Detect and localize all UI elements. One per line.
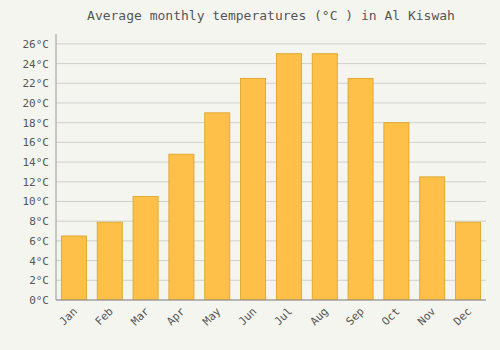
y-tick-label: 10°C	[23, 195, 50, 208]
x-axis-line	[56, 300, 486, 301]
y-tick-label: 12°C	[23, 176, 50, 189]
bar	[384, 123, 409, 300]
bar	[312, 54, 337, 300]
y-tick-label: 8°C	[29, 215, 49, 228]
bar	[61, 236, 86, 300]
grid-line	[56, 102, 486, 103]
bar	[348, 78, 373, 300]
grid-line	[56, 162, 486, 163]
x-tick-label: Dec	[451, 305, 474, 328]
y-tick-label: 26°C	[23, 38, 50, 51]
grid-line	[56, 142, 486, 143]
bar	[276, 54, 301, 300]
y-tick-label: 16°C	[23, 136, 50, 149]
y-tick-label: 22°C	[23, 77, 50, 90]
grid-line	[56, 63, 486, 64]
background	[0, 0, 500, 350]
y-tick-label: 4°C	[29, 255, 49, 268]
title: Average monthly temperatures (°C ) in Al…	[87, 8, 455, 23]
x-tick-label: Apr	[164, 305, 188, 329]
x-tick-label: Nov	[415, 305, 439, 329]
grid	[56, 44, 486, 300]
chart: Average monthly temperatures (°C ) in Al…	[0, 0, 500, 350]
bar	[241, 78, 266, 300]
y-axis-line	[56, 34, 57, 300]
y-tick-label: 18°C	[23, 117, 50, 130]
bar	[97, 222, 122, 300]
y-tick-label: 2°C	[29, 274, 49, 287]
chart-container: Average monthly temperatures (°C ) in Al…	[0, 0, 500, 350]
x-tick-label: Oct	[379, 305, 402, 328]
x-tick-label: Mar	[128, 305, 152, 329]
x-tick-labels: Jan Feb Mar Apr May Jun Jul Aug Sep Oct Nov Dec	[57, 305, 474, 329]
x-tick-label: Jul	[272, 305, 295, 328]
grid-line	[56, 43, 486, 44]
y-tick-label: 6°C	[29, 235, 49, 248]
bar	[133, 197, 158, 300]
bars	[61, 54, 480, 300]
x-tick-label: May	[200, 305, 224, 329]
bar	[456, 222, 481, 300]
x-tick-label: Sep	[343, 305, 366, 328]
bar	[169, 154, 194, 300]
y-tick-label: 24°C	[23, 58, 50, 71]
y-tick-label: 14°C	[23, 156, 50, 169]
y-tick-label: 20°C	[23, 97, 50, 110]
grid-line	[56, 83, 486, 84]
x-tick-label: Feb	[93, 305, 116, 328]
y-tick-label: 0°C	[29, 294, 49, 307]
grid-line	[56, 300, 486, 301]
bar	[420, 177, 445, 300]
x-tick-label: Jun	[236, 305, 259, 328]
x-tick-label: Aug	[308, 305, 331, 328]
bar	[205, 113, 230, 300]
grid-line	[56, 122, 486, 123]
y-tick-labels: 0°C 2°C 4°C 6°C 8°C 10°C 12°C 14°C 16°C 18°C 20°C 2…	[23, 38, 50, 307]
x-tick-label: Jan	[57, 305, 80, 328]
